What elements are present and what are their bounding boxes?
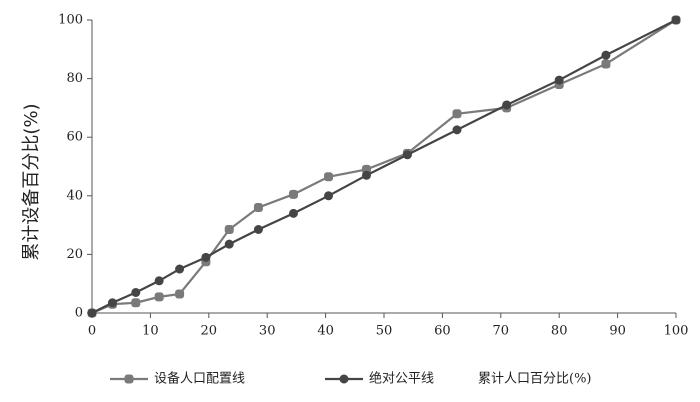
- data-point: [175, 264, 185, 274]
- x-tick-label: 30: [259, 324, 276, 339]
- data-point: [601, 59, 611, 69]
- legend-label: 设备人口配置线: [154, 371, 245, 387]
- data-point: [253, 203, 263, 213]
- data-point: [601, 50, 611, 60]
- x-axis-label: 累计人口百分比(%): [478, 372, 592, 387]
- data-point: [201, 252, 211, 262]
- x-tick-label: 70: [493, 324, 510, 339]
- y-tick-label: 80: [66, 71, 83, 86]
- x-tick-label: 20: [201, 324, 218, 339]
- data-point: [131, 298, 141, 308]
- data-point: [224, 239, 234, 249]
- x-tick-label: 100: [664, 324, 689, 339]
- data-point: [107, 298, 117, 308]
- x-tick-label: 40: [317, 324, 334, 339]
- data-point: [554, 75, 564, 85]
- y-tick-label: 20: [66, 247, 83, 262]
- x-tick-label: 10: [142, 324, 159, 339]
- legend-label: 绝对公平线: [369, 371, 434, 387]
- data-point: [154, 276, 164, 286]
- x-tick-label: 90: [609, 324, 626, 339]
- data-point: [452, 125, 462, 135]
- data-point: [154, 292, 164, 302]
- data-point: [361, 170, 371, 180]
- y-tick-label: 100: [58, 13, 83, 28]
- data-point: [288, 208, 298, 218]
- data-point: [288, 189, 298, 199]
- legend-marker: [339, 374, 349, 384]
- y-tick-label: 60: [66, 130, 83, 145]
- x-tick-label: 50: [376, 324, 393, 339]
- data-point: [224, 224, 234, 234]
- data-point: [253, 224, 263, 234]
- data-point: [175, 289, 185, 299]
- x-tick-label: 80: [551, 324, 568, 339]
- y-axis-label: 累计设备百分比(%): [21, 103, 42, 260]
- data-point: [671, 15, 681, 25]
- data-point: [131, 287, 141, 297]
- data-point: [324, 191, 334, 201]
- data-point: [87, 308, 97, 318]
- data-point: [502, 100, 512, 110]
- data-point: [324, 172, 334, 182]
- data-point: [452, 109, 462, 119]
- legend-marker: [124, 374, 134, 384]
- data-point: [402, 150, 412, 160]
- x-tick-label: 60: [434, 324, 451, 339]
- x-tick-label: 0: [88, 324, 96, 339]
- y-tick-label: 0: [75, 306, 83, 321]
- y-tick-label: 40: [66, 188, 83, 203]
